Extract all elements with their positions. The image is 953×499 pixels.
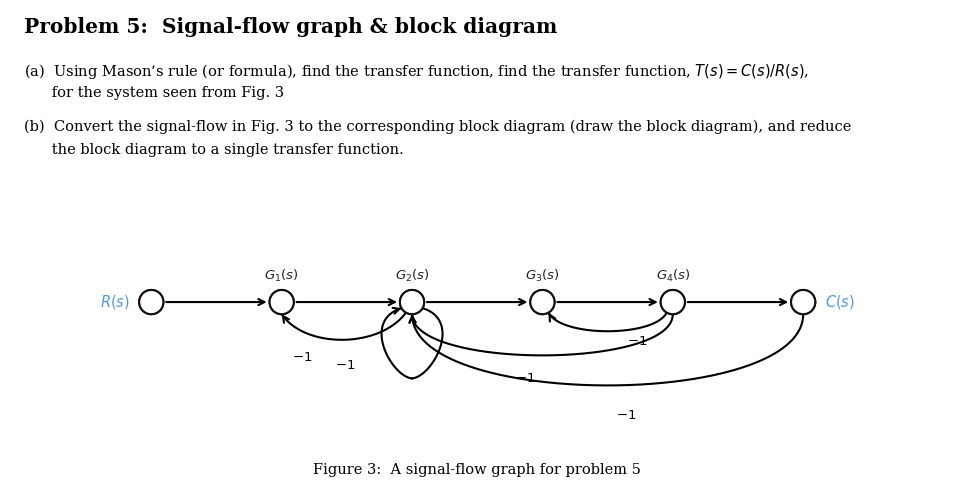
Text: Problem 5:  Signal-flow graph & block diagram: Problem 5: Signal-flow graph & block dia… — [24, 17, 557, 37]
Circle shape — [530, 290, 554, 314]
Circle shape — [139, 290, 163, 314]
Text: the block diagram to a single transfer function.: the block diagram to a single transfer f… — [24, 143, 403, 157]
Text: Figure 3:  A signal-flow graph for problem 5: Figure 3: A signal-flow graph for proble… — [313, 463, 640, 477]
Text: $-1$: $-1$ — [515, 372, 536, 385]
Circle shape — [530, 290, 554, 314]
Circle shape — [790, 290, 815, 314]
Text: $-1$: $-1$ — [626, 335, 647, 348]
Text: $G_1(s)$: $G_1(s)$ — [264, 268, 298, 284]
Circle shape — [790, 290, 815, 314]
Text: $C(s)$: $C(s)$ — [823, 293, 854, 311]
Circle shape — [270, 290, 294, 314]
Circle shape — [660, 290, 684, 314]
Text: $G_3(s)$: $G_3(s)$ — [524, 268, 559, 284]
Text: (b)  Convert the signal-flow in Fig. 3 to the corresponding block diagram (draw : (b) Convert the signal-flow in Fig. 3 to… — [24, 120, 850, 134]
Text: $-1$: $-1$ — [292, 351, 312, 364]
Text: for the system seen from Fig. 3: for the system seen from Fig. 3 — [24, 86, 284, 100]
Text: $R(s)$: $R(s)$ — [100, 293, 130, 311]
Circle shape — [660, 290, 684, 314]
Circle shape — [270, 290, 294, 314]
Text: (a)  Using Mason’s rule (or formula), find the transfer function, find the trans: (a) Using Mason’s rule (or formula), fin… — [24, 62, 808, 81]
Circle shape — [399, 290, 424, 314]
Text: $-1$: $-1$ — [616, 409, 636, 422]
Text: $G_4(s)$: $G_4(s)$ — [655, 268, 689, 284]
Circle shape — [139, 290, 163, 314]
Text: $-1$: $-1$ — [335, 359, 355, 372]
Text: $G_2(s)$: $G_2(s)$ — [395, 268, 429, 284]
Circle shape — [399, 290, 424, 314]
